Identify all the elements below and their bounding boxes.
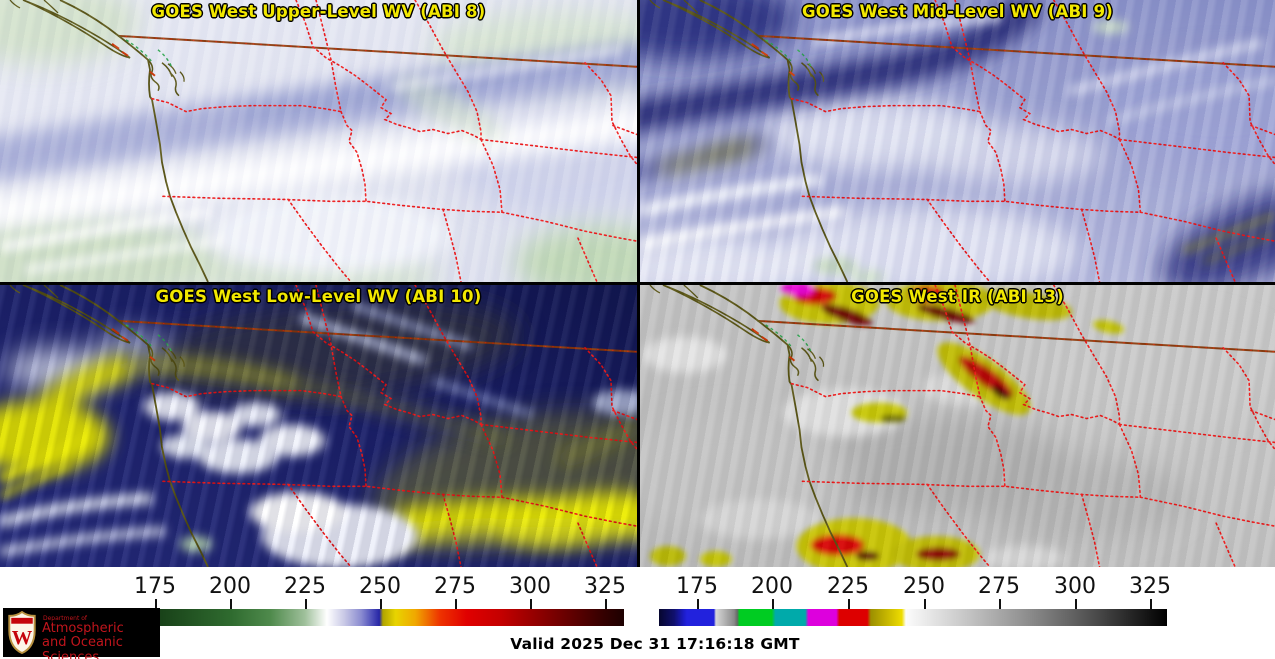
panel-infrared: GOES West IR (ABI 13) bbox=[640, 285, 1275, 567]
wv-tick-mark bbox=[305, 599, 307, 609]
upper-level-wv-image bbox=[0, 0, 637, 282]
ir-tick-label: 225 bbox=[827, 574, 869, 599]
wv-tick-mark bbox=[530, 599, 532, 609]
aos-logo: W Department of Atmospheric and Oceanic … bbox=[3, 608, 160, 659]
wv-tick-label: 325 bbox=[584, 574, 626, 599]
wv-tick-mark bbox=[155, 599, 157, 609]
panel-title-upper-wv: GOES West Upper-Level WV (ABI 8) bbox=[151, 2, 486, 21]
satellite-panels-grid: GOES West Upper-Level WV (ABI 8) bbox=[0, 0, 1275, 568]
ir-tick-mark bbox=[1150, 599, 1152, 609]
ir-tick-mark bbox=[848, 599, 850, 609]
ir-tick-mark bbox=[697, 599, 699, 609]
panel-title-low-wv: GOES West Low-Level WV (ABI 10) bbox=[155, 287, 482, 306]
panel-mid-level-wv: GOES West Mid-Level WV (ABI 9) bbox=[640, 0, 1275, 282]
ir-tick-label: 175 bbox=[676, 574, 718, 599]
ir-tick-mark bbox=[924, 599, 926, 609]
colorbar-water-vapor bbox=[133, 609, 624, 626]
ir-tick-mark bbox=[999, 599, 1001, 609]
colorbar-infrared bbox=[659, 609, 1167, 626]
panel-low-level-wv: GOES West Low-Level WV (ABI 10) bbox=[0, 285, 637, 567]
ir-tick-label: 250 bbox=[903, 574, 945, 599]
wv-tick-mark bbox=[455, 599, 457, 609]
valid-time: Valid 2025 Dec 31 17:16:18 GMT bbox=[510, 635, 800, 653]
panel-upper-level-wv: GOES West Upper-Level WV (ABI 8) bbox=[0, 0, 637, 282]
wv-tick-label: 200 bbox=[209, 574, 251, 599]
ir-tick-label: 200 bbox=[751, 574, 793, 599]
wv-tick-label: 300 bbox=[509, 574, 551, 599]
wv-tick-mark bbox=[230, 599, 232, 609]
wv-tick-mark bbox=[380, 599, 382, 609]
wv-tick-label: 250 bbox=[359, 574, 401, 599]
ir-tick-label: 325 bbox=[1129, 574, 1171, 599]
infrared-image bbox=[640, 285, 1275, 567]
logo-line1: Atmospheric bbox=[42, 621, 124, 636]
ir-tick-mark bbox=[772, 599, 774, 609]
logo-dept-text: Department of bbox=[43, 615, 87, 622]
low-level-wv-image bbox=[0, 285, 637, 567]
panel-title-mid-wv: GOES West Mid-Level WV (ABI 9) bbox=[801, 2, 1114, 21]
wv-tick-label: 225 bbox=[284, 574, 326, 599]
ir-tick-label: 275 bbox=[978, 574, 1020, 599]
wv-tick-mark bbox=[605, 599, 607, 609]
ir-tick-label: 300 bbox=[1054, 574, 1096, 599]
ir-tick-mark bbox=[1075, 599, 1077, 609]
panel-title-ir: GOES West IR (ABI 13) bbox=[851, 287, 1064, 306]
logo-line2: and Oceanic Sciences bbox=[42, 635, 123, 659]
footer-bar: 175 200 225 250 275 300 325 175 200 225 … bbox=[0, 567, 1275, 659]
mid-level-wv-image bbox=[640, 0, 1275, 282]
uw-monogram: W bbox=[12, 627, 33, 649]
wv-tick-label: 275 bbox=[434, 574, 476, 599]
uw-crest-icon: W bbox=[8, 611, 36, 654]
wv-tick-label: 175 bbox=[134, 574, 176, 599]
